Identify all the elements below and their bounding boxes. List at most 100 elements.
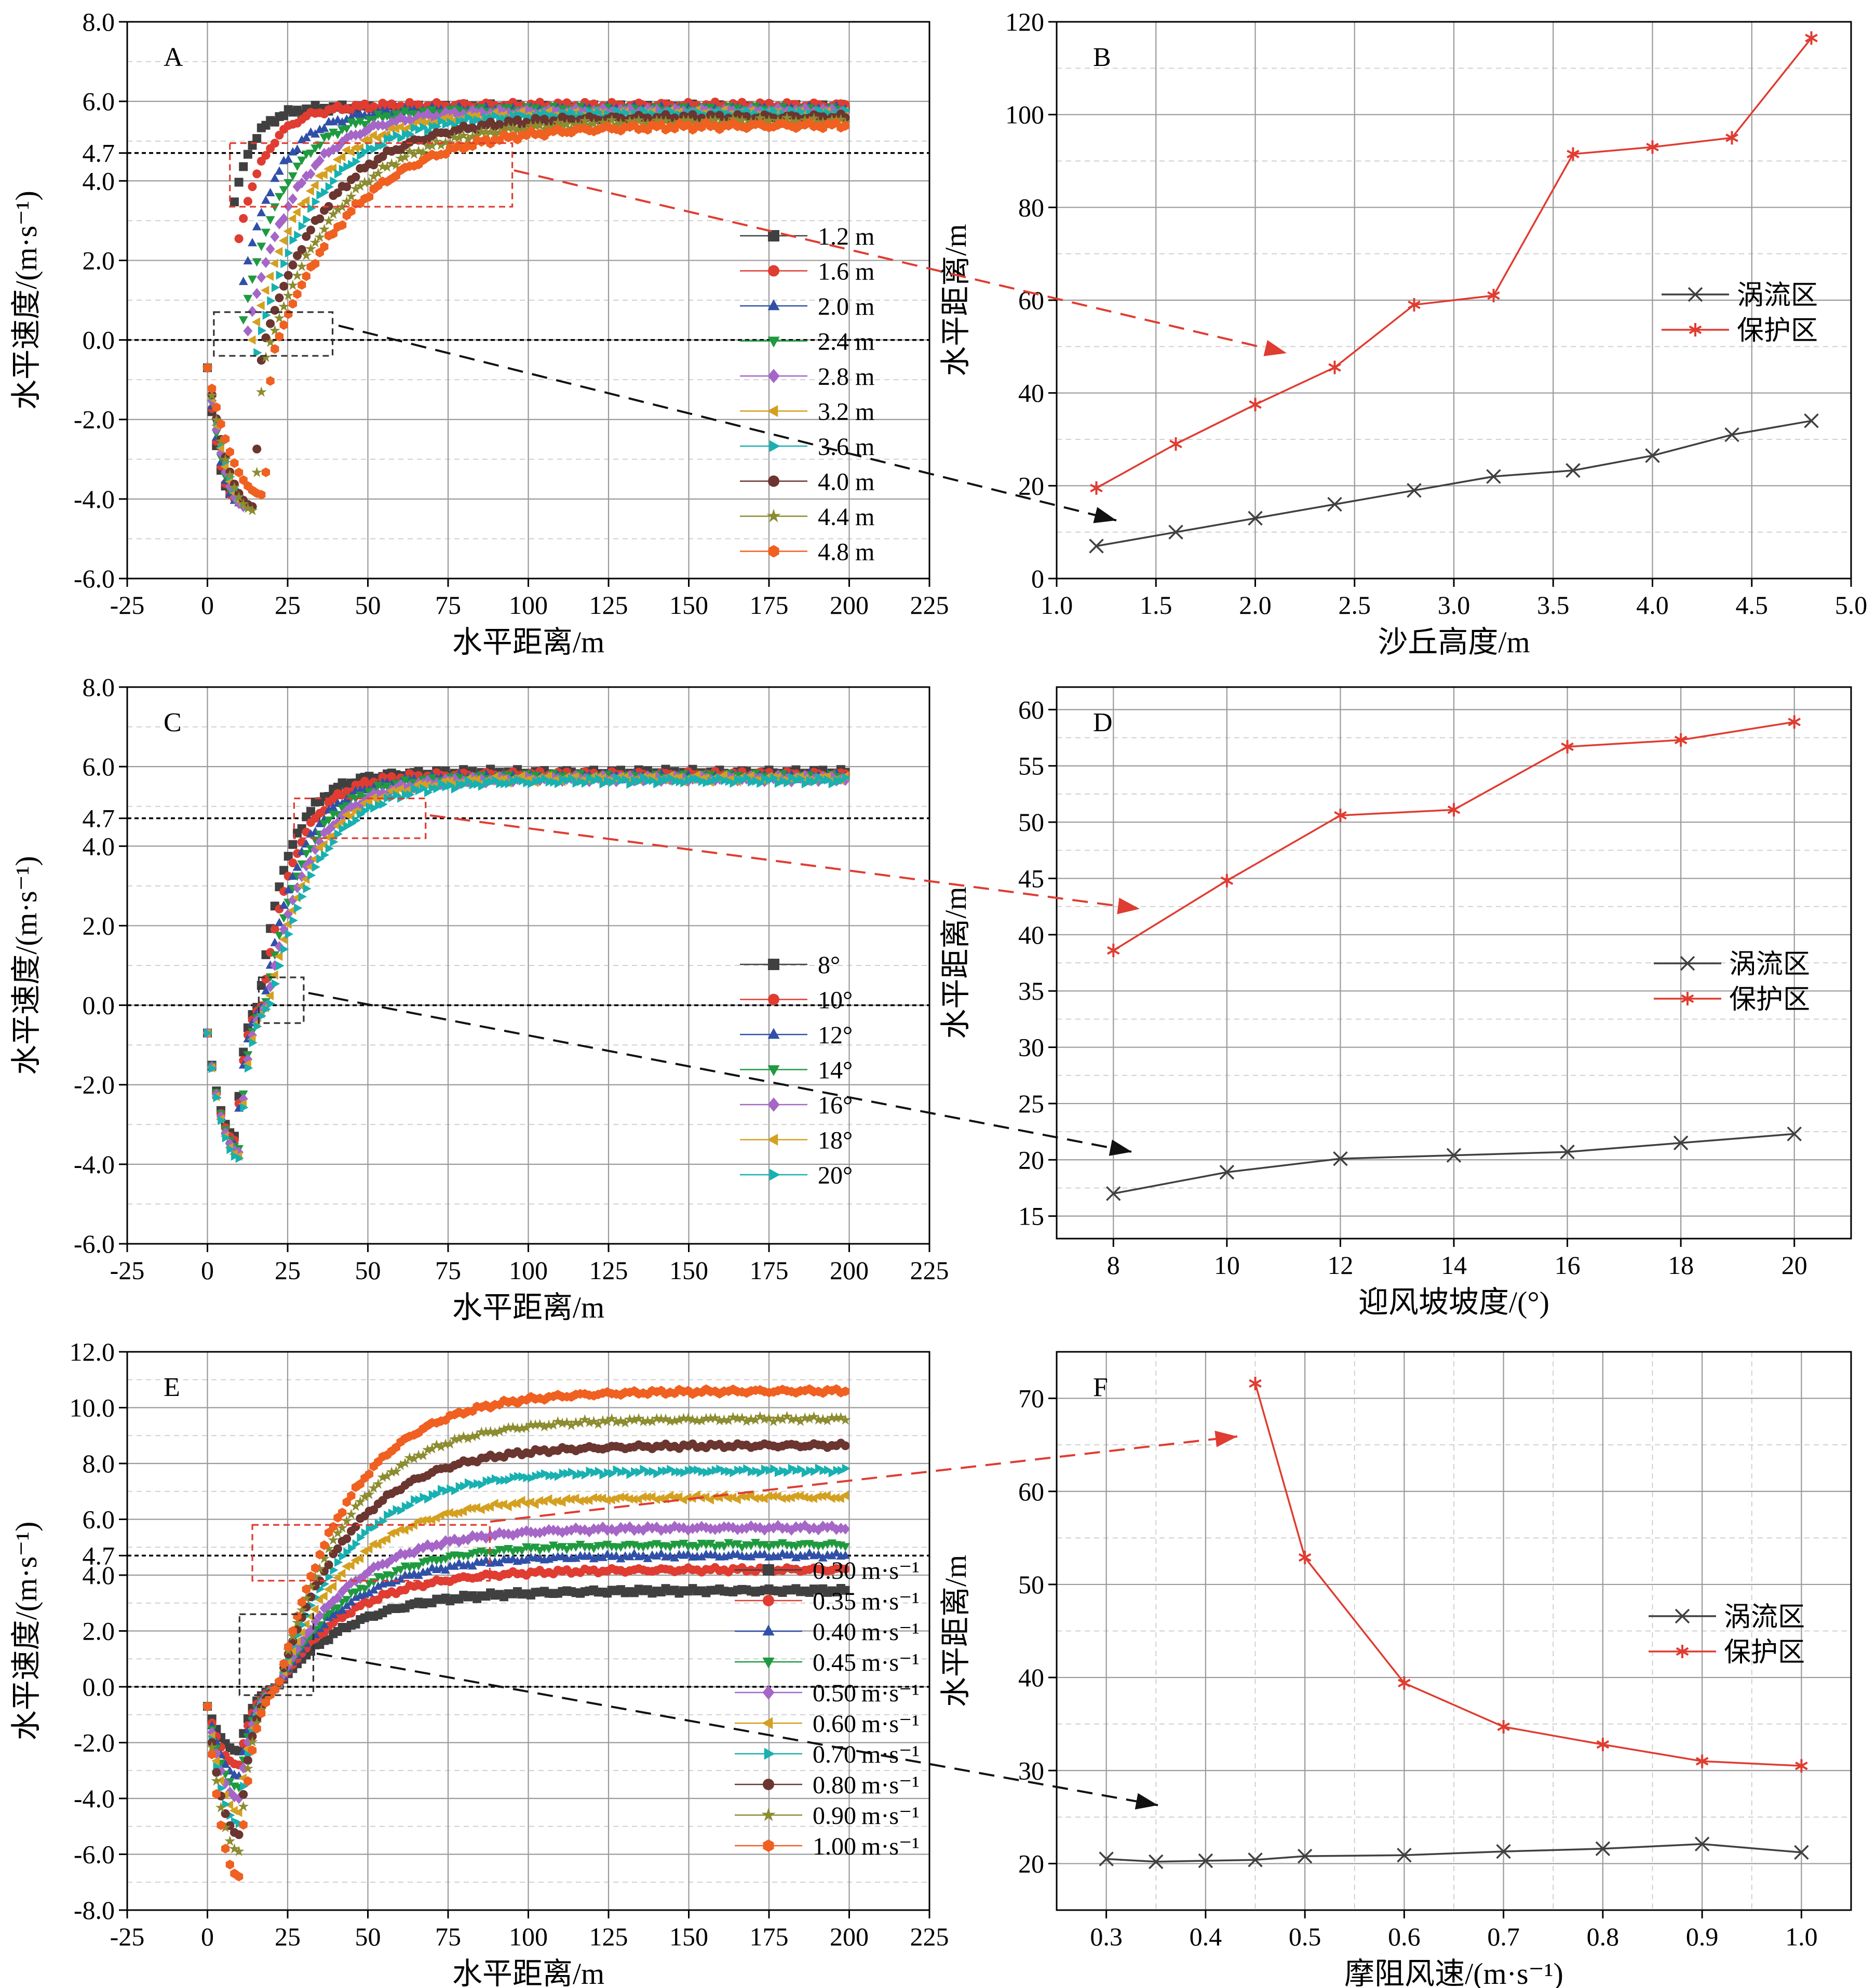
panel-a-point (285, 248, 294, 258)
panel-a-point (230, 491, 239, 503)
panel-c-legend-label: 12° (818, 1022, 853, 1049)
panel-a-point (302, 271, 311, 281)
panel-a-point (235, 467, 244, 478)
panel-e-point (760, 1549, 770, 1558)
panel-c-point (312, 862, 320, 872)
panel-c-point (494, 771, 504, 782)
panel-c-point (581, 778, 590, 788)
panel-a-point (442, 119, 451, 129)
panel-c-point (270, 951, 280, 960)
panel-e-point (441, 1555, 450, 1564)
panel-a-point (260, 352, 272, 362)
panel-a-point (423, 108, 433, 119)
panel-c-x-tick-label: 200 (830, 1256, 869, 1285)
panel-a-point (292, 207, 301, 217)
panel-c-point (270, 924, 279, 934)
panel-c-point (703, 778, 711, 787)
panel-a-point (365, 192, 374, 202)
panel-c-point (653, 779, 662, 788)
panel-e-point (737, 1543, 747, 1552)
panel-a-point (251, 317, 261, 327)
panel-c-point (325, 843, 334, 853)
panel-a-point (239, 475, 248, 485)
panel-b-point (1248, 511, 1263, 526)
panel-a-point (324, 146, 334, 158)
panel-b-x-tick-label: 3.0 (1438, 590, 1470, 620)
panel-b-y-tick-label: 80 (1018, 193, 1044, 222)
panel-a-point (239, 214, 248, 223)
panel-e-point (683, 1549, 693, 1558)
panel-b-x-axis-label: 沙丘高度/m (1378, 625, 1530, 659)
panel-d-x-ticks: 8 10 12 14 16 18 20 (1107, 1239, 1807, 1280)
panel-b-point (1565, 463, 1581, 478)
panel-a-point (203, 362, 212, 373)
panel-a-point (319, 170, 328, 180)
panel-a-point (239, 162, 248, 171)
panel-e-point (652, 1551, 662, 1560)
panel-a-point (382, 106, 392, 115)
panel-c-point (590, 775, 599, 785)
panel-e-x-tick-label: 100 (509, 1922, 548, 1951)
panel-a-point (538, 123, 550, 134)
panel-e-point (472, 1531, 482, 1543)
panel-a-point (595, 108, 603, 117)
panel-d-y-tick-label: 30 (1018, 1033, 1044, 1062)
panel-c-point (501, 779, 509, 788)
panel-e-point (804, 1548, 814, 1557)
panel-e-point (373, 1560, 383, 1571)
panel-b-point (1486, 469, 1501, 484)
panel-b-legend-label: 保护区 (1737, 316, 1818, 346)
panel-e-point (508, 1554, 518, 1563)
panel-c-point (725, 776, 734, 786)
panel-a-point (228, 481, 240, 492)
panel-a-point (415, 125, 424, 135)
panel-a-point (351, 172, 360, 182)
panel-e-legend-label: 0.70 m·s⁻¹ (813, 1741, 920, 1768)
panel-e-point (351, 1522, 360, 1532)
panel-a-point (302, 232, 311, 241)
panel-c-x-tick-label: 50 (355, 1256, 381, 1285)
panel-a-point (242, 502, 253, 513)
panel-a-point (224, 469, 236, 480)
panel-c-legend-label: 16° (818, 1092, 853, 1119)
panel-c-point (631, 775, 640, 785)
panel-c-legend-label: 14° (818, 1057, 853, 1084)
panel-a-point (261, 195, 271, 204)
panel-a-point (251, 466, 263, 477)
panel-e-point (521, 1555, 531, 1564)
panel-b-series-0 (1089, 413, 1819, 554)
panel-c-point (738, 775, 747, 785)
panel-a-point (243, 150, 252, 159)
panel-e-point (746, 1542, 756, 1551)
panel-e-point (369, 1585, 379, 1594)
panel-a-point (350, 183, 361, 194)
panel-c-legend-marker (769, 1168, 780, 1181)
panel-c-point (351, 800, 360, 812)
panel-a-point (678, 114, 690, 125)
panel-c-point (541, 774, 550, 784)
panel-a-point (275, 193, 284, 202)
panel-a-y-tick-label: 6.0 (83, 87, 115, 116)
panel-a-point (270, 173, 280, 182)
panel-c-point (622, 775, 630, 784)
panel-e-point (423, 1566, 433, 1576)
panel-d-series-1 (1106, 715, 1801, 958)
panel-e-point (719, 1542, 729, 1551)
panel-a-zoom-boxes (213, 142, 514, 357)
panel-a-point (305, 186, 314, 196)
panel-a-point (220, 454, 231, 465)
panel-a-point (669, 118, 680, 128)
panel-a-point (458, 130, 469, 140)
panel-a-point (323, 164, 332, 174)
panel-a-point (288, 261, 298, 270)
panel-d-x-tick-label: 20 (1781, 1251, 1807, 1280)
panel-c-point (528, 779, 536, 788)
panel-a-point (288, 299, 297, 309)
panel-a-point (289, 235, 298, 245)
panel-a-point (503, 122, 514, 133)
panel-a-point (363, 177, 375, 187)
panel-a-point (321, 187, 330, 197)
panel-a-point (292, 270, 303, 280)
panel-a-point (384, 134, 393, 144)
